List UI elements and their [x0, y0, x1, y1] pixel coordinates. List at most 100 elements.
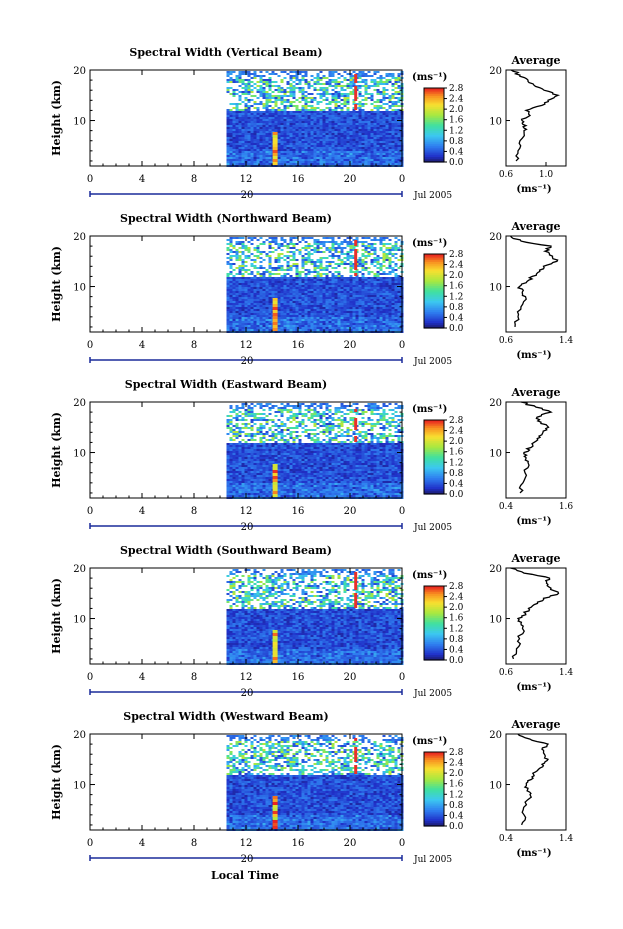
heatmap-cell — [349, 251, 353, 253]
heatmap-cell — [250, 147, 254, 149]
heatmap-cell — [268, 267, 272, 269]
heatmap-cell — [367, 247, 371, 249]
heatmap-cell — [304, 131, 308, 133]
heatmap-cell — [232, 321, 236, 323]
heatmap-cell — [334, 157, 338, 159]
heatmap-cell — [376, 119, 380, 121]
heatmap-cell — [334, 109, 338, 111]
heatmap-cell — [391, 319, 395, 321]
heatmap-cell — [391, 311, 395, 313]
heatmap-cell — [271, 279, 275, 281]
heatmap-cell — [229, 303, 233, 305]
heatmap-cell — [325, 115, 329, 117]
heatmap-cell — [367, 147, 371, 149]
heatmap-cell — [349, 137, 353, 139]
heatmap-cell — [316, 141, 320, 143]
heatmap-cell — [388, 293, 392, 295]
heatmap-cell — [358, 135, 362, 137]
heatmap-cell — [277, 135, 281, 137]
heatmap-cell — [310, 147, 314, 149]
heatmap-cell — [235, 291, 239, 293]
heatmap-cell — [286, 99, 290, 101]
heatmap-cell — [259, 299, 263, 301]
heatmap-cell — [271, 125, 275, 127]
heatmap-cell — [361, 139, 365, 141]
heatmap-cell — [343, 325, 347, 327]
heatmap-cell — [259, 149, 263, 151]
heatmap-cell — [241, 315, 245, 317]
heatmap-cell — [313, 275, 317, 277]
heatmap-cell — [343, 105, 347, 107]
colorbar-segment — [424, 276, 444, 279]
heatmap-cell — [304, 279, 308, 281]
heatmap-cell — [361, 253, 365, 255]
heatmap-cell — [247, 137, 251, 139]
heatmap-cell — [277, 293, 281, 295]
heatmap-cell — [352, 121, 356, 123]
heatmap-cell — [268, 309, 272, 311]
heatmap-cell — [241, 311, 245, 313]
heatmap-cell — [331, 89, 335, 91]
heatmap-cell — [295, 275, 299, 277]
heatmap-cell — [382, 317, 386, 319]
heatmap-cell — [272, 313, 278, 316]
heatmap-cell — [328, 79, 332, 81]
heatmap-cell — [331, 313, 335, 315]
heatmap-cell — [379, 107, 383, 109]
heatmap-cell — [259, 93, 263, 95]
heatmap-cell — [367, 87, 371, 89]
heatmap-cell — [247, 325, 251, 327]
x-tick-label: 16 — [292, 174, 305, 185]
heatmap-cell — [343, 279, 347, 281]
heatmap-cell — [364, 99, 368, 101]
heatmap-cell — [361, 273, 365, 275]
heatmap-cell — [295, 305, 299, 307]
heatmap-cell — [310, 285, 314, 287]
heatmap-cell — [247, 161, 251, 163]
heatmap-cell — [394, 125, 398, 127]
heatmap-cell — [292, 129, 296, 131]
heatmap-cell — [376, 81, 380, 83]
heatmap-cell — [259, 303, 263, 305]
heatmap-cell — [283, 285, 287, 287]
heatmap-cell — [337, 133, 341, 135]
heatmap-cell — [283, 327, 287, 329]
heatmap-cell — [376, 317, 380, 319]
heatmap-cell — [385, 93, 389, 95]
heatmap-cell — [229, 81, 233, 83]
heatmap-cell — [346, 303, 350, 305]
heatmap-cell — [322, 131, 326, 133]
heatmap-cell — [376, 263, 380, 265]
heatmap-cell — [313, 277, 317, 279]
heatmap-cell — [235, 153, 239, 155]
heatmap-cell — [244, 141, 248, 143]
heatmap-cell — [349, 157, 353, 159]
heatmap-cell — [256, 247, 260, 249]
heatmap-cell — [226, 133, 230, 135]
heatmap-cell — [373, 79, 377, 81]
heatmap-cell — [286, 101, 290, 103]
heatmap-cell — [268, 291, 272, 293]
heatmap-cell — [298, 277, 302, 279]
heatmap-cell — [247, 131, 251, 133]
heatmap-cell — [259, 287, 263, 289]
heatmap-cell — [232, 317, 236, 319]
heatmap-cell — [367, 71, 371, 73]
heatmap-cell — [247, 299, 251, 301]
heatmap-cell — [364, 313, 368, 315]
heatmap-cell — [388, 123, 392, 125]
heatmap-cell — [286, 265, 290, 267]
heatmap-cell — [226, 79, 230, 81]
heatmap-cell — [310, 307, 314, 309]
heatmap-cell — [304, 143, 308, 145]
heatmap-cell — [361, 71, 365, 73]
heatmap-cell — [361, 261, 365, 263]
heatmap-cell — [376, 295, 380, 297]
heatmap-cell — [331, 145, 335, 147]
heatmap-cell — [247, 89, 251, 91]
heatmap-cell — [307, 319, 311, 321]
heatmap-cell — [256, 121, 260, 123]
heatmap-cell — [391, 75, 395, 77]
heatmap-cell — [382, 259, 386, 261]
heatmap-cell — [262, 135, 266, 137]
